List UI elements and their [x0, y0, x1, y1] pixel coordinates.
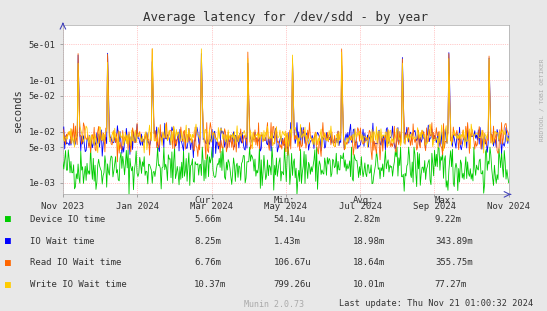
Text: ■: ■	[5, 280, 11, 290]
Text: 9.22m: 9.22m	[435, 215, 462, 224]
Text: 355.75m: 355.75m	[435, 258, 473, 267]
Text: 2.82m: 2.82m	[353, 215, 380, 224]
Text: 77.27m: 77.27m	[435, 280, 467, 289]
Text: 5.66m: 5.66m	[194, 215, 221, 224]
Text: 10.37m: 10.37m	[194, 280, 226, 289]
Text: Avg:: Avg:	[353, 196, 374, 205]
Y-axis label: seconds: seconds	[13, 88, 23, 132]
Text: IO Wait time: IO Wait time	[30, 237, 95, 245]
Text: Last update: Thu Nov 21 01:00:32 2024: Last update: Thu Nov 21 01:00:32 2024	[339, 299, 533, 308]
Text: 54.14u: 54.14u	[274, 215, 306, 224]
Text: Device IO time: Device IO time	[30, 215, 106, 224]
Text: 1.43m: 1.43m	[274, 237, 300, 245]
Text: ■: ■	[5, 214, 11, 224]
Text: Munin 2.0.73: Munin 2.0.73	[243, 300, 304, 309]
Text: Read IO Wait time: Read IO Wait time	[30, 258, 121, 267]
Text: 8.25m: 8.25m	[194, 237, 221, 245]
Text: Max:: Max:	[435, 196, 456, 205]
Text: 343.89m: 343.89m	[435, 237, 473, 245]
Text: ■: ■	[5, 236, 11, 246]
Text: 10.01m: 10.01m	[353, 280, 385, 289]
Title: Average latency for /dev/sdd - by year: Average latency for /dev/sdd - by year	[143, 11, 428, 24]
Text: 18.64m: 18.64m	[353, 258, 385, 267]
Text: ■: ■	[5, 258, 11, 268]
Text: 18.98m: 18.98m	[353, 237, 385, 245]
Text: Cur:: Cur:	[194, 196, 216, 205]
Text: Min:: Min:	[274, 196, 295, 205]
Text: 6.76m: 6.76m	[194, 258, 221, 267]
Text: 106.67u: 106.67u	[274, 258, 311, 267]
Text: RRDTOOL / TOBI OETIKER: RRDTOOL / TOBI OETIKER	[539, 58, 544, 141]
Text: 799.26u: 799.26u	[274, 280, 311, 289]
Text: Write IO Wait time: Write IO Wait time	[30, 280, 127, 289]
